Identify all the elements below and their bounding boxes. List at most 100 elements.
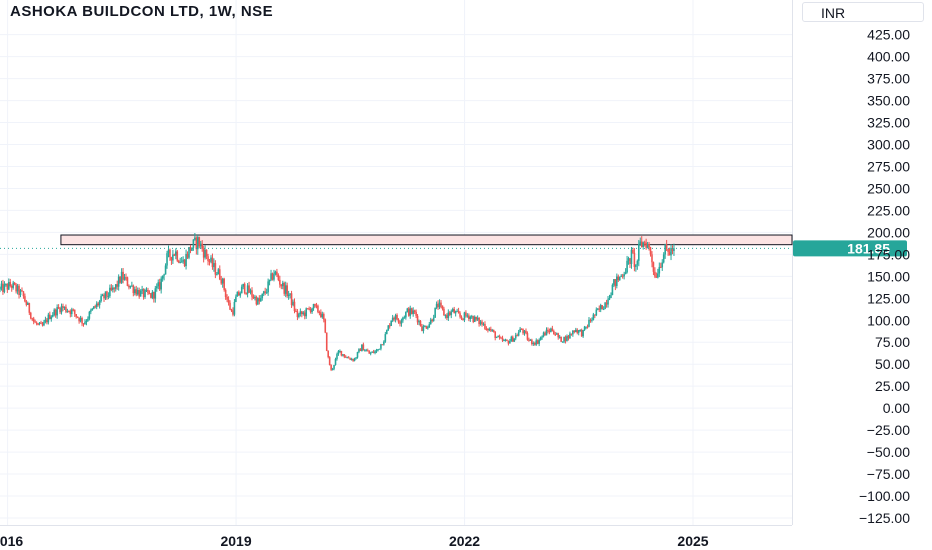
candle-down[interactable] <box>205 249 208 257</box>
candle-up[interactable] <box>519 328 521 333</box>
candle-up[interactable] <box>591 319 593 321</box>
candle-down[interactable] <box>554 334 557 336</box>
candle-down[interactable] <box>18 285 20 296</box>
candle-up[interactable] <box>239 293 242 296</box>
candle-up[interactable] <box>87 318 89 321</box>
candle-up[interactable] <box>160 278 162 290</box>
candle-down[interactable] <box>211 257 214 268</box>
candle-down[interactable] <box>671 248 674 252</box>
candle-up[interactable] <box>636 260 639 265</box>
candle-down[interactable] <box>293 301 296 312</box>
candle-up[interactable] <box>129 285 132 288</box>
candle-up[interactable] <box>435 303 438 308</box>
candle-up[interactable] <box>27 303 29 305</box>
candle-up[interactable] <box>336 354 338 360</box>
candle-down[interactable] <box>317 305 319 312</box>
candle-down[interactable] <box>62 305 64 308</box>
candle-down[interactable] <box>201 243 203 249</box>
candle-down[interactable] <box>35 322 38 324</box>
candle-down[interactable] <box>15 284 17 292</box>
candle-down[interactable] <box>421 326 423 331</box>
candle-down[interactable] <box>525 330 527 334</box>
candle-down[interactable] <box>227 299 230 303</box>
candle-down[interactable] <box>202 248 205 258</box>
candle-up[interactable] <box>95 303 98 308</box>
candle-down[interactable] <box>314 303 316 306</box>
candle-up[interactable] <box>90 310 92 312</box>
candle-up[interactable] <box>305 308 308 317</box>
candle-down[interactable] <box>65 306 67 312</box>
candle-down[interactable] <box>507 340 510 344</box>
candle-down[interactable] <box>308 308 310 310</box>
candle-up[interactable] <box>92 306 95 309</box>
candle-down[interactable] <box>416 315 419 323</box>
resistance-zone[interactable] <box>60 234 793 246</box>
candle-down[interactable] <box>82 323 85 325</box>
candle-up[interactable] <box>112 287 114 290</box>
candle-down[interactable] <box>557 333 560 338</box>
candle-up[interactable] <box>572 330 574 335</box>
candle-down[interactable] <box>223 278 225 290</box>
candle-down[interactable] <box>183 259 186 267</box>
candle-up[interactable] <box>588 319 590 327</box>
candle-down[interactable] <box>78 317 80 322</box>
candle-up[interactable] <box>240 286 243 294</box>
candle-down[interactable] <box>195 237 198 250</box>
candle-down[interactable] <box>340 350 343 356</box>
candle-down[interactable] <box>490 328 492 331</box>
candle-up[interactable] <box>582 329 584 337</box>
candle-up[interactable] <box>299 311 302 315</box>
candle-up[interactable] <box>175 251 177 256</box>
candle-down[interactable] <box>368 351 371 354</box>
candle-down[interactable] <box>224 289 227 298</box>
candle-up[interactable] <box>456 310 458 312</box>
candle-down[interactable] <box>173 254 176 256</box>
candle-down[interactable] <box>264 291 266 293</box>
candle-down[interactable] <box>94 306 97 308</box>
candle-down[interactable] <box>37 323 39 325</box>
candle-down[interactable] <box>40 322 42 324</box>
candle-down[interactable] <box>198 237 201 247</box>
candle-up[interactable] <box>661 262 664 268</box>
candle-up[interactable] <box>180 261 183 263</box>
candle-down[interactable] <box>531 339 533 344</box>
candle-up[interactable] <box>529 339 532 341</box>
candle-up[interactable] <box>185 253 187 267</box>
candle-up[interactable] <box>287 294 290 296</box>
candle-up[interactable] <box>217 269 220 275</box>
candle-down[interactable] <box>475 316 477 320</box>
candle-down[interactable] <box>654 271 656 277</box>
candle-down[interactable] <box>629 258 631 264</box>
candle-up[interactable] <box>432 317 435 321</box>
candle-down[interactable] <box>290 293 293 306</box>
candle-up[interactable] <box>12 282 14 288</box>
candle-up[interactable] <box>204 249 206 258</box>
candle-down[interactable] <box>393 317 395 320</box>
candle-down[interactable] <box>441 305 444 309</box>
candle-up[interactable] <box>267 281 269 293</box>
candle-down[interactable] <box>621 275 624 277</box>
candle-down[interactable] <box>605 302 608 305</box>
candle-up[interactable] <box>403 317 406 319</box>
candle-up[interactable] <box>63 306 66 308</box>
candle-up[interactable] <box>51 314 54 317</box>
candle-down[interactable] <box>407 308 410 316</box>
candle-up[interactable] <box>123 277 126 280</box>
candle-up[interactable] <box>139 290 142 297</box>
candle-up[interactable] <box>509 340 511 344</box>
candle-down[interactable] <box>446 315 448 319</box>
candle-up[interactable] <box>292 301 294 306</box>
candle-up[interactable] <box>7 282 10 290</box>
candle-down[interactable] <box>279 279 281 285</box>
candle-down[interactable] <box>617 276 620 281</box>
candle-down[interactable] <box>548 331 551 333</box>
candle-up[interactable] <box>673 248 675 252</box>
candle-down[interactable] <box>652 262 655 272</box>
candle-down[interactable] <box>126 277 129 286</box>
candle-up[interactable] <box>136 289 139 295</box>
candle-up[interactable] <box>642 242 644 247</box>
candle-up[interactable] <box>38 322 41 324</box>
candle-down[interactable] <box>437 303 439 308</box>
candle-down[interactable] <box>564 336 567 342</box>
candle-down[interactable] <box>425 326 428 329</box>
